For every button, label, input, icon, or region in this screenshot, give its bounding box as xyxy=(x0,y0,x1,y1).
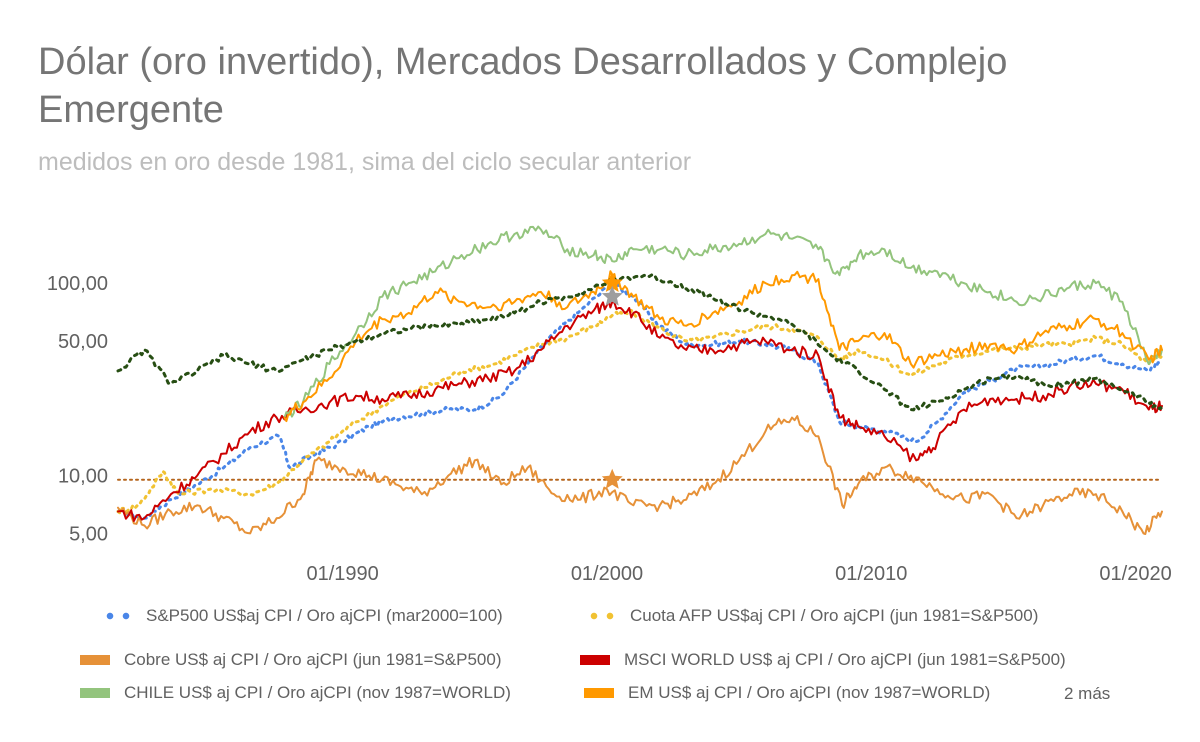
legend-swatch-em xyxy=(584,688,614,698)
x-tick-label: 01/2020 xyxy=(1099,563,1171,585)
chart-subtitle: medidos en oro desde 1981, sima del cicl… xyxy=(38,148,692,176)
legend-label-sp500: S&P500 US$aj CPI / Oro ajCPI (mar2000=10… xyxy=(146,606,503,625)
legend-swatch-chile xyxy=(80,688,110,698)
chart-title: Dólar (oro invertido), Mercados Desarrol… xyxy=(38,41,1008,131)
y-tick-label: 5,00 xyxy=(69,523,108,545)
legend-label-msci: MSCI WORLD US$ aj CPI / Oro ajCPI (jun 1… xyxy=(624,650,1066,669)
y-tick-label: 10,00 xyxy=(58,466,108,488)
legend-swatch-sp500 xyxy=(102,612,132,620)
legend-swatch-afp xyxy=(586,612,616,620)
legend-item-chile[interactable]: CHILE US$ aj CPI / Oro ajCPI (nov 1987=W… xyxy=(80,683,511,703)
legend-item-cobre[interactable]: Cobre US$ aj CPI / Oro ajCPI (jun 1981=S… xyxy=(80,650,502,670)
series-line xyxy=(116,273,1164,412)
star-marker xyxy=(601,468,623,489)
legend-item-sp500[interactable]: S&P500 US$aj CPI / Oro ajCPI (mar2000=10… xyxy=(102,606,503,626)
y-tick-label: 50,00 xyxy=(58,331,108,353)
series-line xyxy=(116,308,1164,515)
legend-item-msci[interactable]: MSCI WORLD US$ aj CPI / Oro ajCPI (jun 1… xyxy=(580,650,1066,670)
star-marker xyxy=(601,285,623,306)
legend-label-chile: CHILE US$ aj CPI / Oro ajCPI (nov 1987=W… xyxy=(124,683,511,702)
series-line xyxy=(283,225,1163,419)
y-tick-label: 100,00 xyxy=(47,273,108,295)
x-tick-label: 01/2000 xyxy=(571,563,643,585)
legend-item-em[interactable]: EM US$ aj CPI / Oro ajCPI (nov 1987=WORL… xyxy=(584,683,990,703)
legend-swatch-msci xyxy=(580,655,610,665)
legend-label-cobre: Cobre US$ aj CPI / Oro ajCPI (jun 1981=S… xyxy=(124,650,502,669)
legend-more-link[interactable]: 2 más xyxy=(1064,684,1111,703)
legend-label-em: EM US$ aj CPI / Oro ajCPI (nov 1987=WORL… xyxy=(628,683,991,702)
series-line xyxy=(283,270,1163,423)
x-tick-label: 01/1990 xyxy=(307,563,379,585)
legend-swatch-cobre xyxy=(80,655,110,665)
x-tick-label: 01/2010 xyxy=(835,563,907,585)
star-marker xyxy=(601,272,623,292)
series-line xyxy=(117,415,1163,535)
legend-item-afp[interactable]: Cuota AFP US$aj CPI / Oro ajCPI (jun 198… xyxy=(586,606,1038,626)
legend-label-afp: Cuota AFP US$aj CPI / Oro ajCPI (jun 198… xyxy=(630,606,1039,625)
series-line xyxy=(116,281,1164,520)
line-chart: 5,00 10,00 50,00 100,00 01/1990 01/2000 01/201… xyxy=(47,225,1172,585)
series-line xyxy=(117,299,1163,522)
